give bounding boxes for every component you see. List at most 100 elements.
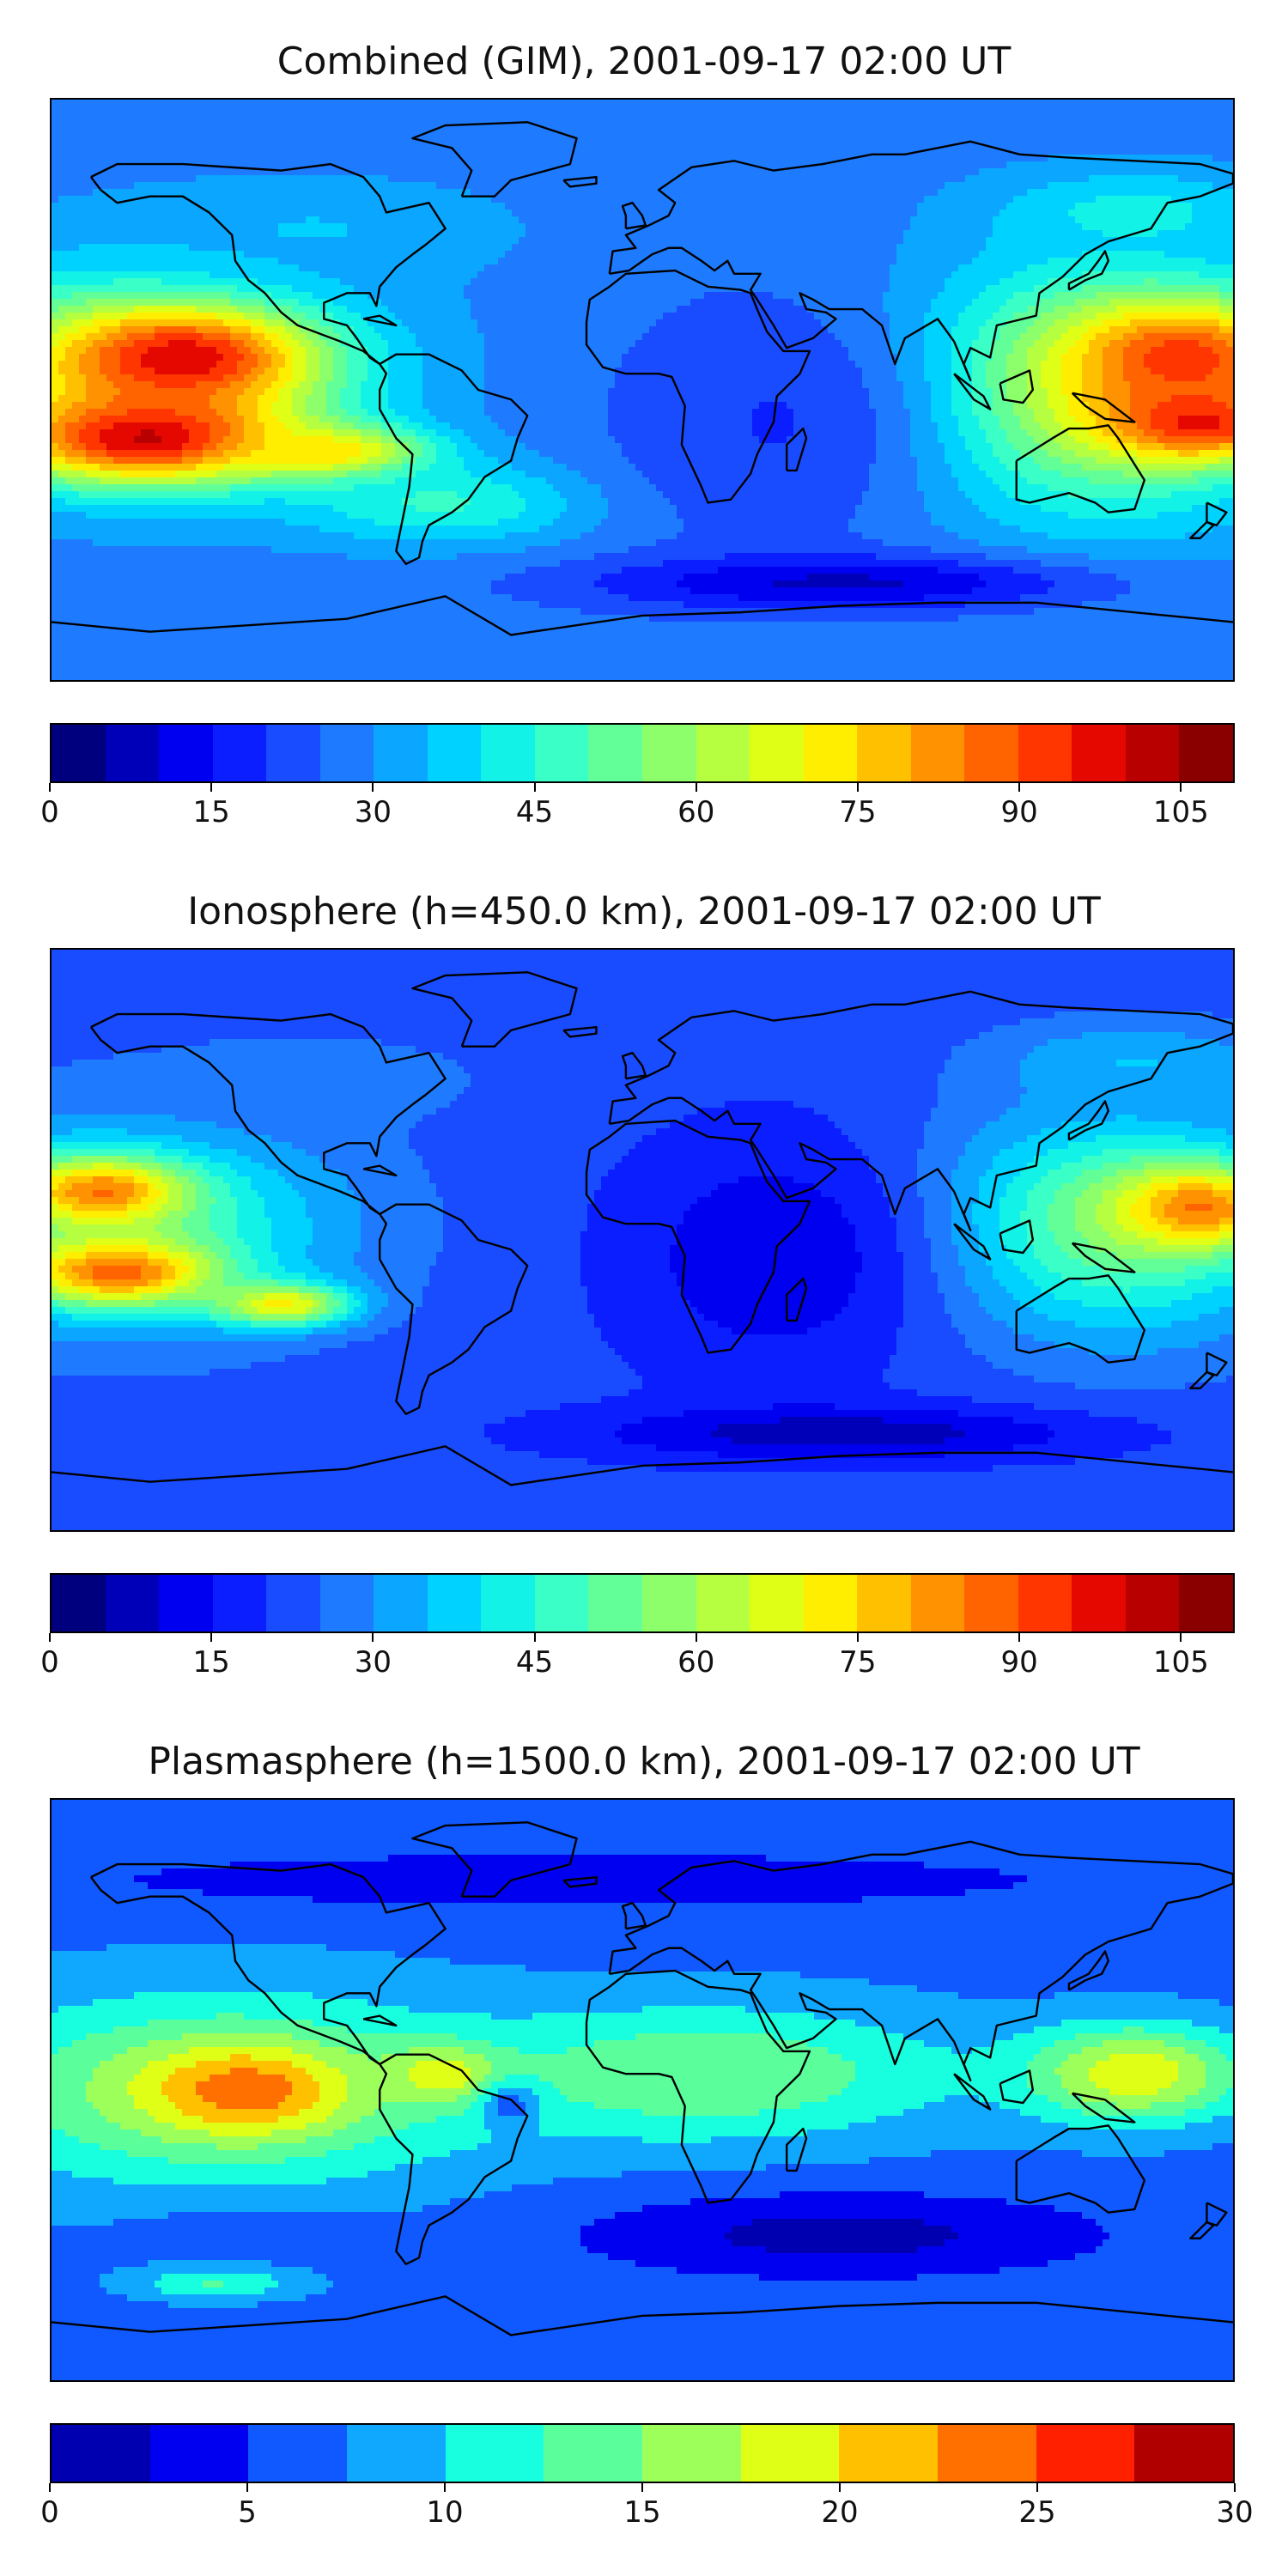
coastline <box>953 2073 992 2111</box>
map-plasmasphere[interactable] <box>50 1798 1235 2382</box>
coastline <box>785 2127 808 2172</box>
colorbar-tick-label: 0 <box>40 2495 59 2530</box>
colorbar-combined <box>50 723 1235 783</box>
colorbar-tick-label: 15 <box>193 1645 230 1680</box>
colorbar-swatch <box>1134 2425 1233 2482</box>
colorbar-tick <box>444 2483 446 2492</box>
colorbar-tick-label: 105 <box>1153 1645 1209 1680</box>
coastline <box>362 314 398 327</box>
colorbar-tick <box>533 1633 536 1642</box>
colorbar-tick-label: 30 <box>355 795 392 829</box>
map-ionosphere[interactable] <box>50 948 1235 1532</box>
colorbar-swatch <box>159 725 213 781</box>
colorbar-tick-label: 45 <box>516 795 553 829</box>
colorbar-swatch <box>803 1575 858 1631</box>
coastline <box>999 1219 1035 1255</box>
colorbar-ionosphere <box>50 1573 1235 1633</box>
colorbar-tick <box>856 783 859 792</box>
colorbar-swatch <box>964 1575 1018 1631</box>
coastline <box>1206 2202 1228 2227</box>
colorbar-tick-label: 20 <box>821 2495 858 2530</box>
coastline <box>785 427 808 472</box>
colorbar-swatch <box>1179 1575 1233 1631</box>
colorbar-plasmasphere <box>50 2423 1235 2483</box>
colorbar-swatch <box>534 1575 589 1631</box>
colorbar-ticks-combined: 0 15 30 45 60 75 90 105 <box>40 783 1235 835</box>
coastline <box>585 1119 811 1354</box>
coastline <box>1015 424 1146 513</box>
coastline <box>1206 1352 1228 1376</box>
colorbar-swatch <box>159 1575 213 1631</box>
coastline <box>621 201 647 230</box>
coastline <box>52 1445 1233 1486</box>
coastline <box>562 175 598 188</box>
colorbar-tick <box>49 783 51 792</box>
coastline <box>999 2069 1035 2105</box>
colorbar-swatch <box>248 2425 348 2482</box>
coastline <box>411 121 578 197</box>
coastline <box>785 1277 808 1322</box>
colorbar-swatch <box>1125 725 1180 781</box>
colorbar-swatch <box>319 725 374 781</box>
coastline <box>52 2295 1233 2336</box>
coastline <box>1206 501 1228 526</box>
map-combined[interactable] <box>50 98 1235 682</box>
colorbar-tick-label: 60 <box>677 795 714 829</box>
colorbar-swatch <box>544 2425 643 2482</box>
coastline <box>89 162 447 366</box>
colorbar-swatch <box>642 725 696 781</box>
colorbar-tick-label: 30 <box>1216 2495 1253 2530</box>
colorbar-swatch <box>1036 2425 1135 2482</box>
coastline <box>953 373 992 410</box>
colorbar-swatch <box>938 2425 1036 2482</box>
coastline <box>608 990 1233 1231</box>
coastline <box>1189 1370 1215 1389</box>
coastline <box>585 1969 811 2204</box>
colorbar-tick <box>49 1633 51 1642</box>
coastline <box>621 1901 647 1930</box>
colorbar-swatch <box>149 2425 249 2482</box>
coastline <box>1071 1242 1136 1273</box>
colorbar-swatch <box>750 1575 804 1631</box>
coastline <box>1189 520 1215 539</box>
coastlines <box>52 1821 1233 2336</box>
colorbar-tick <box>210 783 213 792</box>
colorbar-swatch <box>740 2425 840 2482</box>
colorbar-swatch <box>642 1575 696 1631</box>
coastline <box>379 2053 529 2265</box>
colorbar-swatch <box>212 1575 267 1631</box>
colorbar-tick-label: 25 <box>1018 2495 1055 2530</box>
coastline <box>1067 1950 1109 1991</box>
colorbar-swatch <box>374 1575 428 1631</box>
colorbar-tick <box>856 1633 859 1642</box>
colorbar-tick <box>1180 783 1182 792</box>
colorbar-swatch <box>642 2425 741 2482</box>
coastline <box>585 269 811 504</box>
colorbar-swatch <box>347 2425 446 2482</box>
panel-title-ionosphere: Ionosphere (h=450.0 km), 2001-09-17 02:0… <box>0 890 1288 934</box>
colorbar-swatch <box>1072 725 1126 781</box>
colorbar-tick-label: 60 <box>677 1645 714 1680</box>
colorbar-swatch <box>1018 1575 1072 1631</box>
colorbar-tick <box>1180 1633 1182 1642</box>
colorbar-tick <box>1234 2483 1236 2492</box>
coastline <box>953 1223 992 1261</box>
colorbar-tick-label: 0 <box>40 795 59 829</box>
coastline <box>89 1862 447 2066</box>
coastline <box>1067 250 1109 291</box>
colorbar-tick <box>695 1633 697 1642</box>
colorbar-swatch <box>588 725 643 781</box>
coastline <box>621 1051 647 1080</box>
colorbar-tick-label: 75 <box>839 1645 876 1680</box>
coastlines <box>52 971 1233 1486</box>
map-ionosphere-svg <box>52 950 1233 1530</box>
colorbar-tick-label: 10 <box>426 2495 463 2530</box>
colorbar-swatch <box>1072 1575 1126 1631</box>
colorbar-swatch <box>803 725 858 781</box>
coastlines <box>52 121 1233 636</box>
colorbar-swatch <box>910 1575 965 1631</box>
colorbar-swatch <box>588 1575 643 1631</box>
panel-title-plasmasphere: Plasmasphere (h=1500.0 km), 2001-09-17 0… <box>0 1740 1288 1784</box>
colorbar-tick <box>246 2483 248 2492</box>
colorbar-swatch <box>105 1575 160 1631</box>
